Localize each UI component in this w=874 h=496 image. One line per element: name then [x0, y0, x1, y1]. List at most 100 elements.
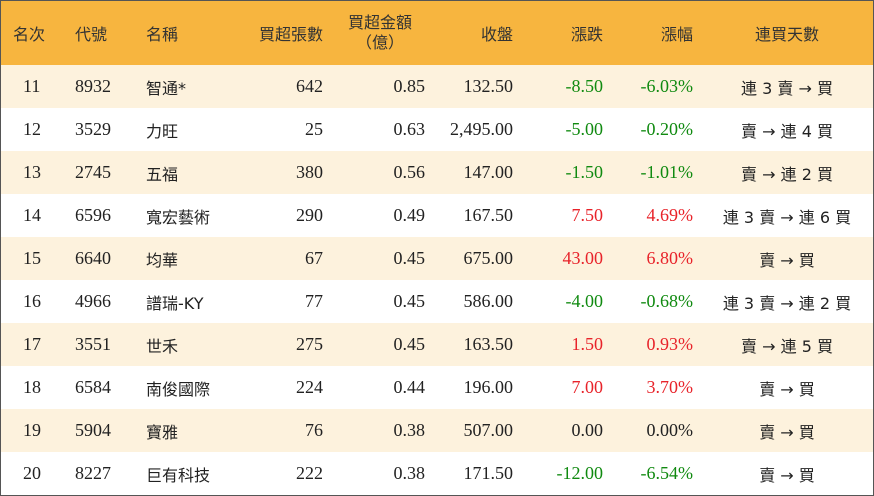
net-amount-cell: 0.56	[393, 162, 426, 182]
code-cell: 2745	[75, 162, 111, 182]
name-cell: 寶雅	[146, 422, 179, 442]
rank-cell: 19	[23, 420, 41, 440]
streak-cell: 賣 → 連 2 買	[741, 164, 833, 184]
code-cell: 6596	[75, 205, 111, 225]
net-amount-cell: 0.85	[393, 76, 426, 96]
close-cell: 163.50	[463, 334, 514, 354]
change-pct-cell: 3.70%	[646, 377, 694, 397]
streak-cell: 賣 → 買	[759, 465, 815, 485]
change-cell: -8.50	[565, 76, 604, 96]
net-amount-cell: 0.45	[393, 291, 426, 311]
streak-cell: 賣 → 買	[759, 250, 815, 270]
net-lots-cell: 67	[305, 248, 323, 268]
header-close: 收盤	[480, 25, 513, 44]
name-cell: 智通*	[146, 78, 187, 98]
name-cell: 五福	[146, 164, 179, 184]
close-cell: 196.00	[463, 377, 514, 397]
table-row: 19 5904 寶雅 76 0.38 507.00 0.00 0.00% 賣 → 買	[1, 409, 873, 452]
header-change: 漲跌	[570, 25, 603, 44]
code-cell: 3529	[75, 119, 111, 139]
code-cell: 8227	[75, 463, 111, 483]
change-pct-cell: -1.01%	[640, 162, 694, 182]
change-pct-cell: 0.93%	[646, 334, 694, 354]
rank-cell: 15	[23, 248, 41, 268]
net-lots-cell: 642	[296, 76, 323, 96]
net-lots-cell: 275	[296, 334, 323, 354]
close-cell: 586.00	[463, 291, 514, 311]
change-pct-cell: 6.80%	[646, 248, 694, 268]
close-cell: 507.00	[463, 420, 514, 440]
net-amount-cell: 0.45	[393, 248, 426, 268]
code-cell: 6584	[75, 377, 111, 397]
header-rank: 名次	[13, 25, 46, 44]
net-lots-cell: 25	[305, 119, 323, 139]
change-pct-cell: 4.69%	[646, 205, 694, 225]
table-row: 12 3529 力旺 25 0.63 2,495.00 -5.00 -0.20% 賣 → 連 4…	[1, 108, 873, 151]
name-cell: 寬宏藝術	[146, 207, 211, 227]
code-cell: 3551	[75, 334, 111, 354]
rank-cell: 14	[23, 205, 41, 225]
net-lots-cell: 380	[296, 162, 323, 182]
change-cell: 1.50	[571, 334, 604, 354]
change-cell: -4.00	[565, 291, 604, 311]
streak-cell: 賣 → 買	[759, 422, 815, 442]
change-cell: 0.00	[571, 420, 604, 440]
name-cell: 力旺	[146, 121, 179, 141]
rank-cell: 16	[23, 291, 41, 311]
header-net-amount: 買超金額 （億）	[335, 1, 425, 65]
header-change-pct: 漲幅	[660, 25, 693, 44]
table-row: 20 8227 巨有科技 222 0.38 171.50 -12.00 -6.54% 賣 → 買	[1, 452, 873, 495]
change-cell: -12.00	[556, 463, 604, 483]
rank-cell: 20	[23, 463, 41, 483]
change-pct-cell: -6.03%	[640, 76, 694, 96]
streak-cell: 連 3 賣 → 連 6 買	[722, 207, 852, 227]
streak-cell: 賣 → 連 4 買	[741, 121, 833, 141]
header-net-amount-line2: （億）	[355, 33, 404, 52]
close-cell: 675.00	[463, 248, 514, 268]
net-lots-cell: 76	[305, 420, 323, 440]
net-lots-cell: 222	[296, 463, 323, 483]
rank-cell: 18	[23, 377, 41, 397]
net-amount-cell: 0.45	[393, 334, 426, 354]
net-amount-cell: 0.38	[393, 420, 426, 440]
rank-cell: 17	[23, 334, 41, 354]
header-streak: 連買天數	[754, 25, 819, 44]
code-cell: 6640	[75, 248, 111, 268]
close-cell: 171.50	[463, 463, 514, 483]
change-pct-cell: -0.20%	[640, 119, 694, 139]
net-amount-cell: 0.44	[393, 377, 426, 397]
table-row: 14 6596 寬宏藝術 290 0.49 167.50 7.50 4.69% 連 3 賣 → …	[1, 194, 873, 237]
change-cell: 7.00	[571, 377, 604, 397]
close-cell: 147.00	[463, 162, 514, 182]
net-lots-cell: 290	[296, 205, 323, 225]
table-row: 16 4966 譜瑞-KY 77 0.45 586.00 -4.00 -0.68% 連 3 賣 …	[1, 280, 873, 323]
table-header: 名次 代號 名稱 買超張數 買超金額 （億） 收盤 漲跌 漲幅 連買天數	[1, 1, 873, 65]
net-amount-cell: 0.49	[393, 205, 426, 225]
header-net-lots: 買超張數	[258, 25, 323, 44]
change-cell: 43.00	[562, 248, 604, 268]
net-lots-cell: 77	[305, 291, 323, 311]
name-cell: 世禾	[146, 336, 179, 356]
close-cell: 167.50	[463, 205, 514, 225]
change-pct-cell: 0.00%	[646, 420, 694, 440]
change-pct-cell: -0.68%	[640, 291, 694, 311]
code-cell: 5904	[75, 420, 111, 440]
close-cell: 2,495.00	[450, 119, 513, 139]
change-pct-cell: -6.54%	[640, 463, 694, 483]
streak-cell: 連 3 賣 → 買	[741, 78, 833, 98]
table-row: 18 6584 南俊國際 224 0.44 196.00 7.00 3.70% 賣 → 買	[1, 366, 873, 409]
table-row: 15 6640 均華 67 0.45 675.00 43.00 6.80% 賣 → 買	[1, 237, 873, 280]
streak-cell: 賣 → 連 5 買	[741, 336, 833, 356]
code-cell: 8932	[75, 76, 111, 96]
name-cell: 巨有科技	[146, 465, 211, 485]
rank-cell: 11	[23, 76, 41, 96]
change-cell: -1.50	[565, 162, 604, 182]
name-cell: 南俊國際	[146, 379, 211, 399]
rank-cell: 12	[23, 119, 41, 139]
name-cell: 均華	[146, 250, 179, 270]
table-row: 11 8932 智通* 642 0.85 132.50 -8.50 -6.03% 連 3 賣 →…	[1, 65, 873, 108]
change-cell: -5.00	[565, 119, 604, 139]
table-row: 13 2745 五福 380 0.56 147.00 -1.50 -1.01% 賣 → 連 2 …	[1, 151, 873, 194]
change-cell: 7.50	[571, 205, 604, 225]
